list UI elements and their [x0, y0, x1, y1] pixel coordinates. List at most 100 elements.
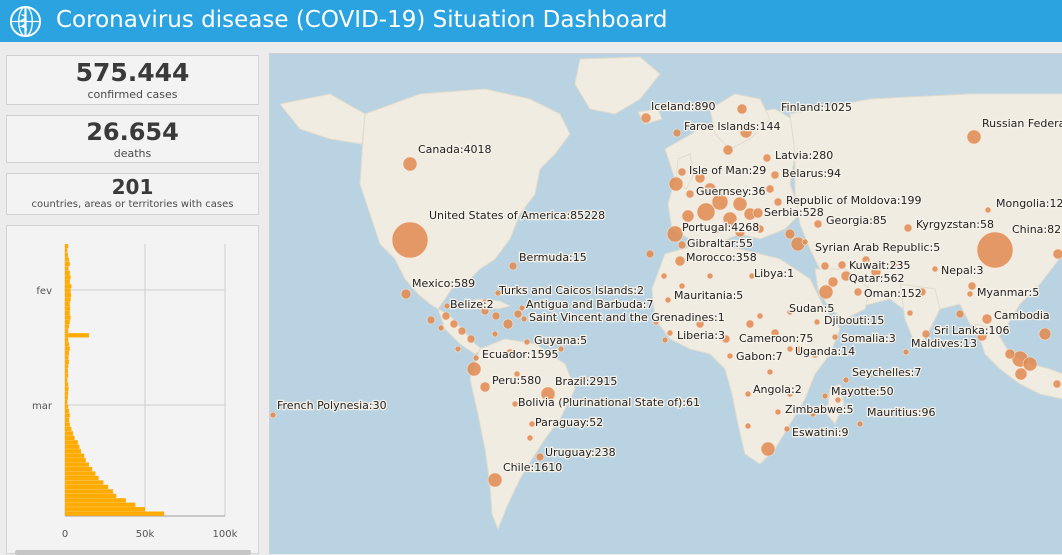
chart-bar[interactable]: [65, 422, 70, 427]
country-bubble[interactable]: [765, 184, 775, 194]
country-bubble[interactable]: [660, 272, 668, 280]
country-bubble[interactable]: [677, 240, 687, 250]
country-bubble[interactable]: [810, 349, 820, 359]
chart-bar[interactable]: [65, 266, 69, 271]
country-bubble[interactable]: [1014, 367, 1028, 381]
country-bubble[interactable]: [466, 334, 476, 344]
country-bubble[interactable]: [535, 452, 545, 462]
chart-bar[interactable]: [65, 458, 86, 463]
country-bubble[interactable]: [917, 287, 927, 297]
chart-bar[interactable]: [65, 364, 69, 369]
country-bubble[interactable]: [813, 219, 823, 229]
country-bubble[interactable]: [270, 411, 277, 419]
country-bubble[interactable]: [831, 333, 839, 341]
country-bubble[interactable]: [645, 249, 655, 259]
country-bubble[interactable]: [520, 315, 528, 323]
country-bubble[interactable]: [502, 318, 514, 330]
country-bubble[interactable]: [820, 261, 830, 271]
country-bubble[interactable]: [491, 330, 499, 338]
chart-bar[interactable]: [65, 498, 126, 503]
country-bubble[interactable]: [457, 326, 467, 336]
country-bubble[interactable]: [481, 298, 489, 306]
chart-bar[interactable]: [65, 413, 70, 418]
chart-bar[interactable]: [65, 293, 72, 298]
country-bubble[interactable]: [526, 434, 534, 442]
chart-bar[interactable]: [65, 301, 70, 307]
chart-bar[interactable]: [65, 261, 70, 267]
country-bubble[interactable]: [494, 289, 502, 297]
country-bubble[interactable]: [426, 315, 436, 325]
chart-bar[interactable]: [65, 404, 69, 409]
country-bubble[interactable]: [770, 170, 780, 180]
country-bubble[interactable]: [903, 223, 913, 233]
country-bubble[interactable]: [1004, 348, 1016, 360]
country-bubble[interactable]: [462, 300, 470, 308]
chart-bar[interactable]: [65, 377, 68, 383]
chart-bar[interactable]: [65, 244, 69, 249]
country-bubble[interactable]: [664, 296, 672, 304]
country-bubble[interactable]: [508, 261, 518, 271]
chart-bar[interactable]: [65, 511, 165, 516]
chart-bar[interactable]: [65, 297, 71, 302]
deaths-panel[interactable]: 26.654 deaths: [6, 115, 259, 163]
country-bubble[interactable]: [454, 345, 462, 353]
country-bubble[interactable]: [732, 196, 748, 212]
country-bubble[interactable]: [726, 352, 734, 360]
country-bubble[interactable]: [853, 287, 863, 297]
chart-bar[interactable]: [65, 386, 69, 391]
chart-bar[interactable]: [65, 489, 113, 494]
country-bubble[interactable]: [479, 381, 491, 393]
country-bubble[interactable]: [966, 129, 982, 145]
chart-bar[interactable]: [65, 270, 70, 276]
chart-bar[interactable]: [65, 484, 109, 490]
country-bubble[interactable]: [449, 319, 459, 329]
country-bubble[interactable]: [734, 226, 746, 238]
country-bubble[interactable]: [821, 392, 829, 400]
country-bubble[interactable]: [672, 128, 682, 138]
chart-bar[interactable]: [65, 288, 71, 293]
country-bubble[interactable]: [491, 311, 501, 321]
country-bubble[interactable]: [557, 345, 565, 353]
epi-curve-chart-panel[interactable]: 0 50k 100k fev mar: [6, 225, 259, 555]
country-bubble[interactable]: [773, 197, 783, 207]
country-bubble[interactable]: [984, 206, 992, 214]
country-bubble[interactable]: [842, 376, 850, 384]
country-bubble[interactable]: [976, 231, 1014, 269]
country-bubble[interactable]: [1038, 327, 1052, 341]
country-bubble[interactable]: [678, 282, 686, 290]
country-bubble[interactable]: [677, 167, 687, 177]
country-bubble[interactable]: [540, 386, 556, 402]
country-bubble[interactable]: [652, 318, 660, 326]
chart-bar[interactable]: [65, 444, 80, 449]
country-bubble[interactable]: [736, 103, 748, 115]
country-bubble[interactable]: [813, 318, 821, 326]
country-bubble[interactable]: [706, 272, 714, 280]
chart-bar[interactable]: [65, 475, 99, 481]
country-bubble[interactable]: [661, 336, 669, 344]
country-bubble[interactable]: [834, 396, 842, 404]
country-bubble[interactable]: [487, 472, 503, 488]
chart-bar[interactable]: [65, 391, 69, 396]
country-bubble[interactable]: [870, 266, 882, 278]
country-bubble[interactable]: [513, 370, 521, 378]
chart-bar[interactable]: [65, 337, 69, 342]
country-bubble[interactable]: [518, 304, 526, 312]
country-bubble[interactable]: [809, 410, 817, 418]
country-bubble[interactable]: [523, 338, 531, 346]
country-bubble[interactable]: [827, 276, 839, 288]
country-bubble[interactable]: [513, 309, 523, 319]
chart-bar[interactable]: [65, 319, 70, 325]
country-bubble[interactable]: [695, 319, 705, 329]
country-bubble[interactable]: [437, 324, 445, 332]
chart-bar[interactable]: [65, 471, 96, 476]
chart-bar[interactable]: [65, 440, 78, 445]
country-bubble[interactable]: [966, 290, 974, 298]
country-bubble[interactable]: [748, 272, 756, 280]
chart-bar[interactable]: [65, 342, 69, 347]
country-bubble[interactable]: [739, 125, 753, 139]
country-bubble[interactable]: [441, 311, 451, 321]
country-bubble[interactable]: [513, 462, 521, 470]
country-bubble[interactable]: [774, 408, 782, 416]
country-bubble[interactable]: [694, 172, 706, 184]
country-bubble[interactable]: [861, 255, 871, 265]
